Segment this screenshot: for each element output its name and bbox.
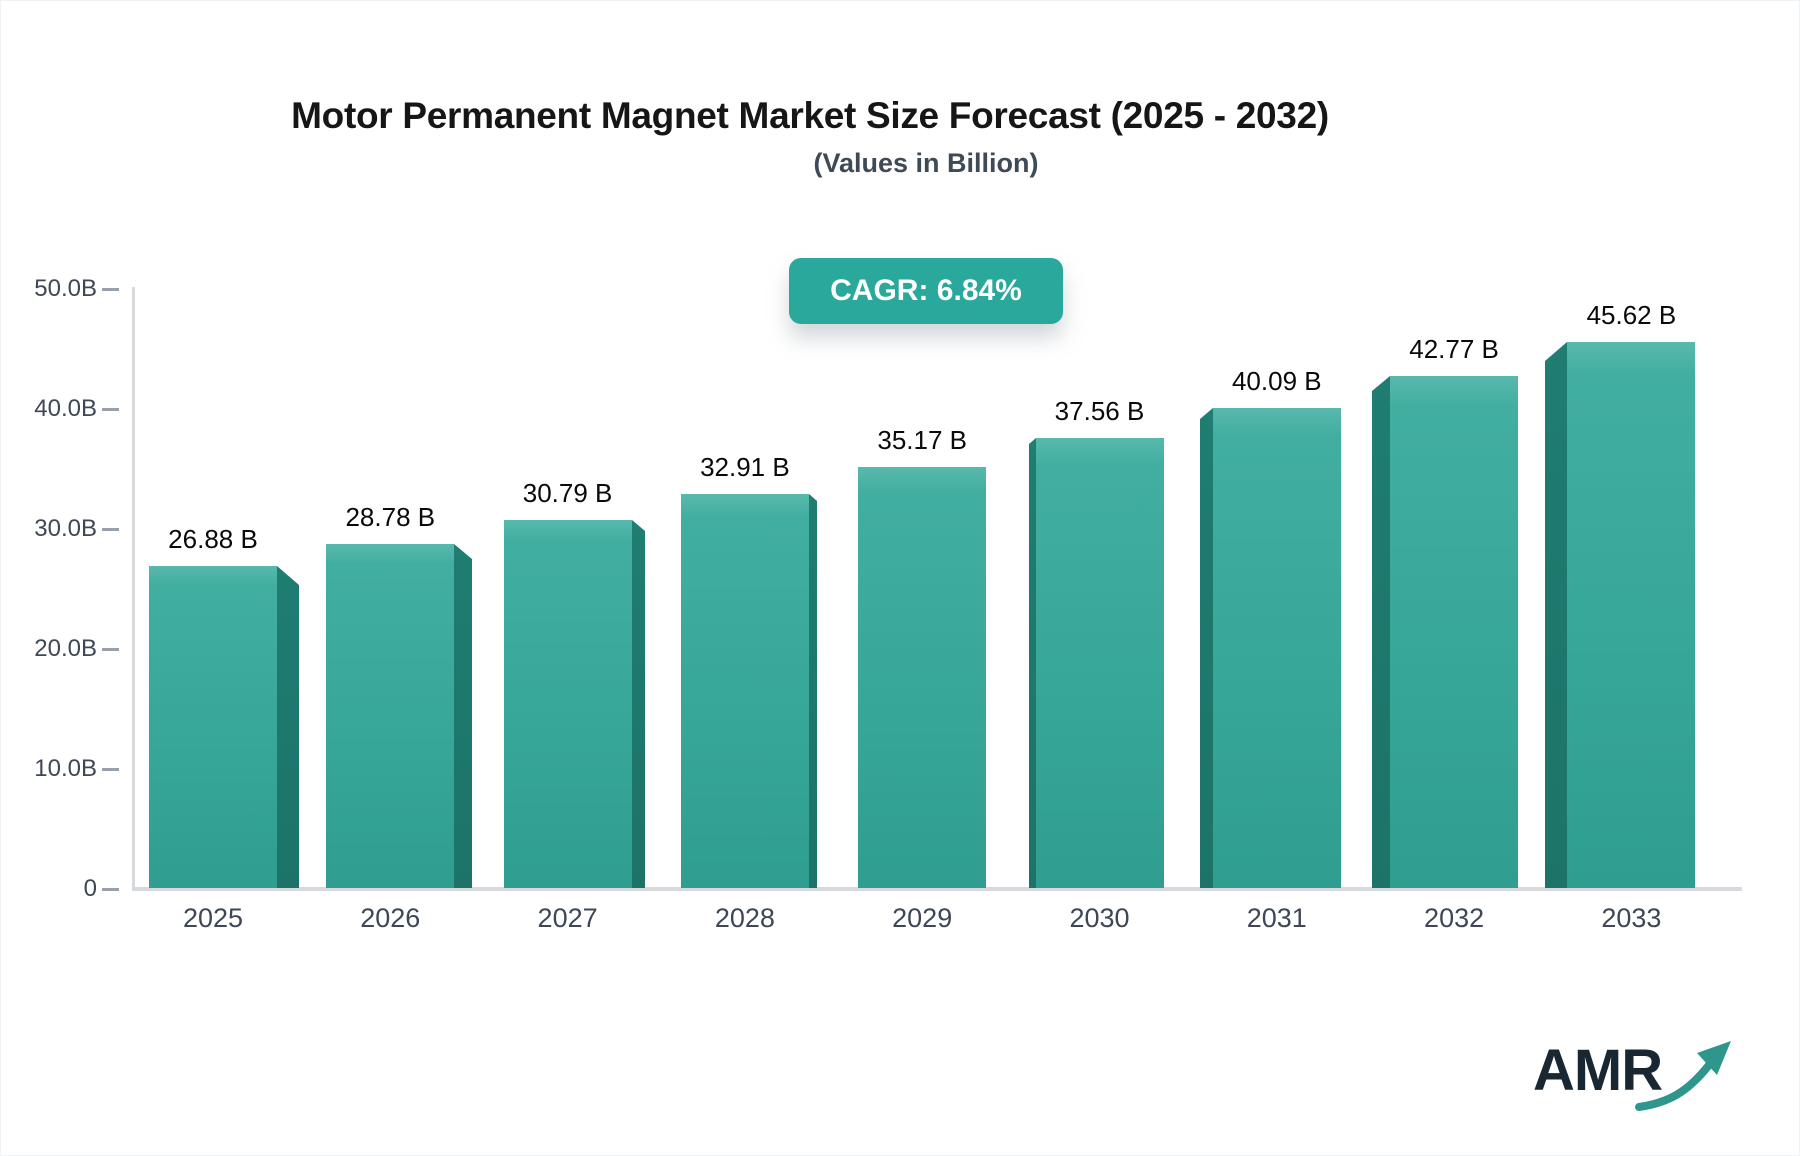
bar-face [1390, 376, 1518, 888]
y-tick-label: 20.0B [34, 635, 97, 662]
bar-side [632, 520, 645, 888]
y-tick-label: 40.0B [34, 395, 97, 422]
x-axis-label: 2031 [1246, 903, 1307, 933]
y-tick-mark [102, 528, 119, 531]
y-tick-mark [102, 648, 119, 651]
bar-side [277, 566, 299, 888]
bar-side [1200, 408, 1213, 888]
bar-value-label: 40.09 B [1231, 366, 1322, 396]
bar-side [1372, 376, 1390, 888]
y-tick-label: 30.0B [34, 515, 97, 542]
bar-side [454, 544, 472, 888]
x-axis-label: 2027 [537, 903, 598, 933]
bar-value-label: 45.62 B [1586, 300, 1677, 330]
bar-side [1029, 438, 1036, 888]
amr-logo-text: AMR [1533, 1038, 1663, 1103]
x-axis-label: 2032 [1424, 903, 1485, 933]
bar-side [809, 494, 817, 888]
amr-logo: AMR [1533, 1029, 1743, 1121]
x-axis-line [132, 887, 1742, 891]
y-tick-mark [102, 888, 119, 891]
bar-side [1545, 342, 1567, 888]
x-axis-label: 2026 [360, 903, 421, 933]
bar-face [326, 544, 454, 888]
bar-value-label: 37.56 B [1054, 396, 1145, 426]
bar-value-label: 30.79 B [522, 478, 613, 508]
bar-value-label: 35.17 B [877, 425, 967, 455]
y-tick-mark [102, 288, 119, 291]
chart-title: Motor Permanent Magnet Market Size Forec… [291, 95, 1329, 136]
bar-face [681, 494, 809, 888]
x-axis-label: 2033 [1601, 903, 1662, 933]
y-tick-label: 0 [83, 875, 97, 902]
y-tick-mark [102, 408, 119, 411]
chart-subtitle: (Values in Billion) [813, 148, 1039, 178]
bar-face [149, 566, 277, 888]
y-tick-mark [102, 768, 119, 771]
growth-arrow-icon [1635, 1041, 1731, 1111]
bar-face [504, 520, 632, 888]
y-tick-label: 50.0B [34, 275, 97, 302]
bar-value-label: 32.91 B [700, 452, 790, 482]
bar-face [858, 467, 986, 888]
cagr-badge: CAGR: 6.84% [789, 258, 1063, 324]
x-axis-label: 2025 [182, 903, 244, 933]
bar-face [1213, 408, 1341, 888]
x-axis-label: 2030 [1069, 903, 1130, 933]
y-tick-label: 10.0B [34, 755, 97, 782]
bar-value-label: 42.77 B [1409, 334, 1499, 364]
x-axis-label: 2029 [892, 903, 953, 933]
y-axis-line [132, 287, 135, 891]
bar-face [1567, 342, 1695, 888]
bar-face [1036, 438, 1164, 888]
bar-value-label: 26.88 B [168, 524, 258, 554]
x-axis-label: 2028 [714, 903, 775, 933]
bar-value-label: 28.78 B [345, 502, 436, 532]
